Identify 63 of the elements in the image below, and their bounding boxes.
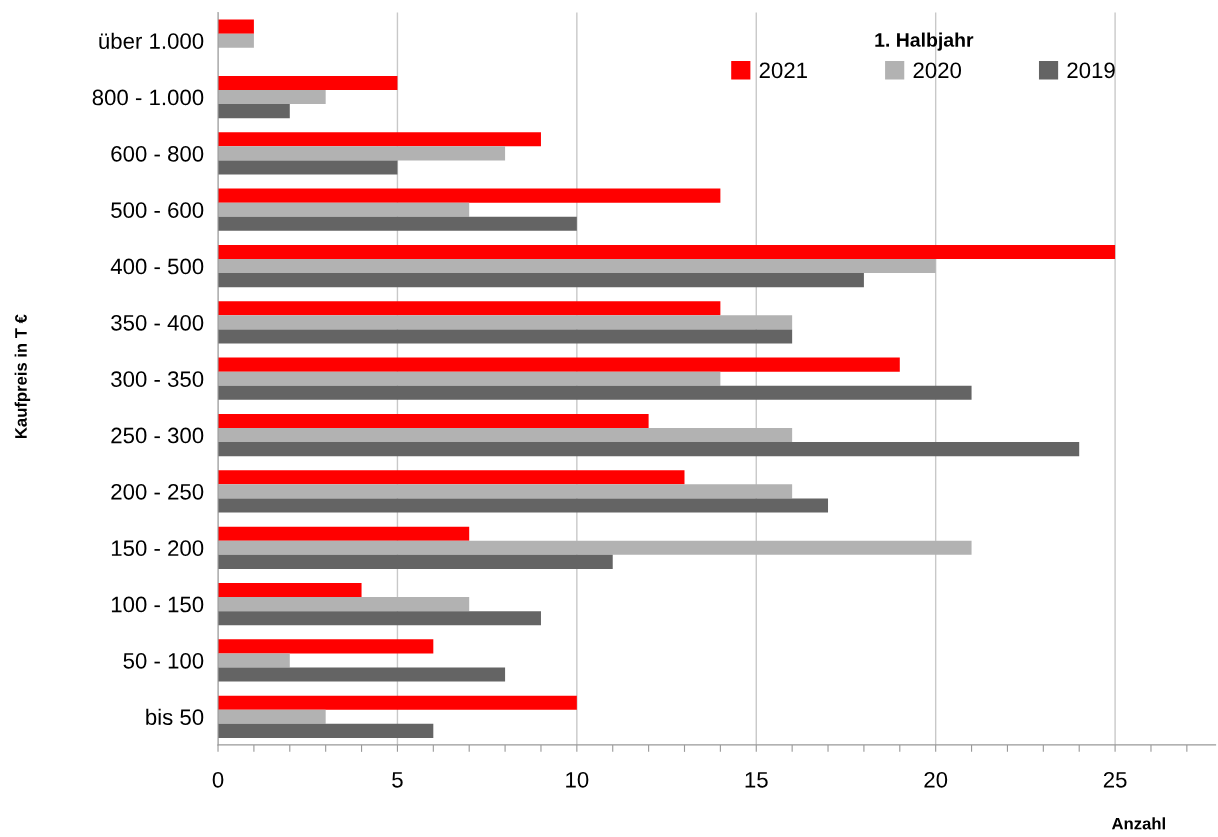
legend-label: 2019 [1067, 62, 1115, 79]
bar [218, 442, 1080, 457]
bar [218, 653, 290, 668]
y-tick-label: 350 - 400 [111, 314, 204, 331]
x-tick-label: 0 [212, 771, 224, 788]
bar [218, 611, 541, 626]
bar [218, 104, 290, 119]
y-tick-label: 600 - 800 [111, 145, 204, 162]
y-tick-label: über 1.000 [99, 32, 204, 49]
y-tick-label: 800 - 1.000 [92, 89, 204, 106]
bar [218, 540, 972, 555]
y-tick-label: 200 - 250 [111, 483, 204, 500]
y-tick-label: 150 - 200 [111, 540, 204, 557]
x-tick-label: 5 [392, 772, 403, 788]
bar [218, 301, 721, 316]
x-tick-label: 15 [745, 772, 768, 788]
bar [218, 315, 793, 330]
bar [218, 428, 793, 443]
y-axis-title: Kaufpreis in T € [14, 314, 31, 439]
bar [218, 484, 793, 499]
bar [218, 75, 398, 91]
y-tick-label: 100 - 150 [111, 596, 204, 613]
y-tick-label: bis 50 [146, 708, 204, 726]
bar [218, 244, 1116, 260]
bar [218, 160, 398, 175]
bar [218, 582, 362, 598]
bar [218, 554, 613, 569]
x-tick-label: 25 [1103, 771, 1127, 788]
y-tick-label: 500 - 600 [111, 202, 204, 218]
bar [218, 19, 254, 34]
bar [218, 498, 829, 513]
legend-title: 1. Halbjahr [875, 32, 974, 51]
x-tick-label: 20 [924, 771, 948, 788]
y-tick-label: 50 - 100 [123, 652, 204, 669]
bar [218, 90, 326, 105]
bar [218, 146, 506, 161]
x-tick-label: 10 [566, 771, 589, 788]
legend-label: 2020 [913, 62, 962, 79]
bar [218, 216, 577, 231]
y-tick-label: 250 - 300 [111, 427, 204, 444]
bar [218, 470, 685, 485]
bar [218, 526, 470, 541]
bar [218, 413, 649, 429]
bar [218, 639, 434, 654]
bar [218, 188, 721, 203]
bar [218, 202, 470, 217]
y-tick-label: 300 - 350 [111, 371, 204, 388]
bar [218, 259, 936, 274]
bar [218, 357, 900, 372]
bar [218, 33, 254, 48]
bar [218, 695, 577, 710]
bar [218, 385, 972, 400]
y-tick-label: 400 - 500 [110, 258, 204, 275]
bar [218, 709, 326, 724]
bar [218, 273, 864, 288]
x-axis-title: Anzahl [1111, 817, 1165, 830]
bar [218, 597, 470, 612]
bar [218, 667, 506, 682]
bar [218, 132, 541, 147]
bar [218, 723, 434, 738]
legend-label: 2021 [759, 62, 807, 79]
bar [218, 329, 793, 344]
bar [218, 371, 721, 386]
